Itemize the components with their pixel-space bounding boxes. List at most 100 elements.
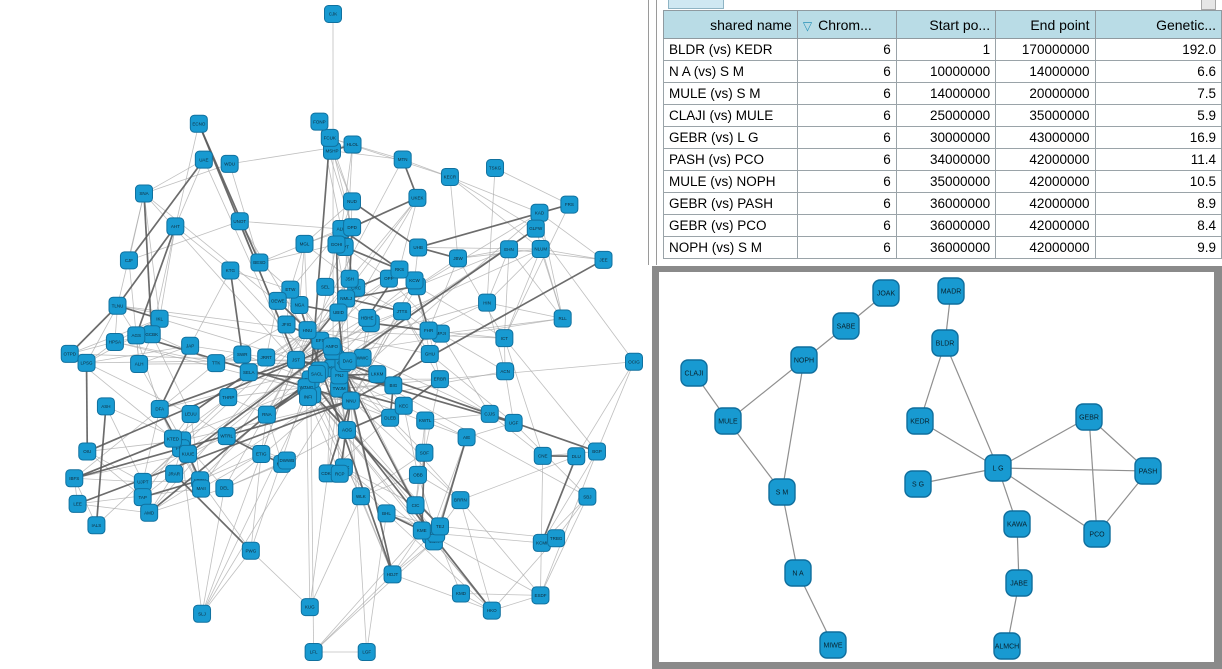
network-node[interactable]: SEL xyxy=(316,277,335,296)
overview-network-canvas[interactable]: EPTLEEGHUJEEJRRTIKLTWJMOPPOTPDSWRCDKRSLJ… xyxy=(0,0,648,669)
network-edge[interactable] xyxy=(331,302,488,347)
network-node-shape[interactable] xyxy=(257,348,276,367)
network-node[interactable]: CJJS xyxy=(480,404,499,423)
table-cell[interactable]: 10.5 xyxy=(1094,170,1222,193)
network-edge[interactable] xyxy=(174,123,200,227)
network-edge[interactable] xyxy=(239,221,340,389)
network-node-shape[interactable] xyxy=(553,309,572,328)
table-cell[interactable]: 6 xyxy=(796,192,897,215)
network-edge[interactable] xyxy=(74,477,143,483)
network-node[interactable]: KTG xyxy=(221,261,240,280)
network-node[interactable]: MTN xyxy=(393,150,412,169)
network-edge[interactable] xyxy=(306,387,311,608)
network-node-shape[interactable] xyxy=(416,411,435,430)
network-node-shape[interactable] xyxy=(134,184,153,203)
network-node[interactable]: KUG xyxy=(300,598,319,617)
network-node[interactable]: N A xyxy=(784,559,812,587)
table-cell[interactable]: 6 xyxy=(796,214,897,237)
network-node-shape[interactable] xyxy=(405,271,424,290)
network-edge[interactable] xyxy=(105,406,144,483)
network-node[interactable]: DAG xyxy=(338,352,357,371)
network-node[interactable]: CNE xyxy=(533,446,552,465)
network-node-shape[interactable] xyxy=(393,150,412,169)
network-node[interactable]: KEDR xyxy=(906,407,934,435)
network-node[interactable]: JFIG xyxy=(277,315,296,334)
table-cell[interactable]: 20000000 xyxy=(995,82,1096,105)
network-node[interactable]: HDJT xyxy=(383,565,402,584)
network-node[interactable]: ETW xyxy=(281,280,300,299)
table-tab-fragment[interactable] xyxy=(668,0,724,9)
table-cell[interactable]: 43000000 xyxy=(995,126,1096,149)
network-edge[interactable] xyxy=(1088,416,1098,535)
network-node-shape[interactable] xyxy=(181,336,200,355)
network-node[interactable]: DFA xyxy=(150,400,169,419)
table-cell[interactable]: 10000000 xyxy=(895,60,997,83)
network-node[interactable]: JST xyxy=(287,350,306,369)
network-node[interactable]: FCUK xyxy=(320,128,339,147)
network-edge[interactable] xyxy=(540,455,544,596)
network-node[interactable]: CJK xyxy=(324,5,342,23)
network-node-shape[interactable] xyxy=(281,280,300,299)
network-edge[interactable] xyxy=(540,451,598,596)
network-node[interactable]: KWTL xyxy=(416,411,435,430)
network-node-shape[interactable] xyxy=(217,427,236,446)
table-cell[interactable]: 6 xyxy=(796,170,897,193)
network-node-shape[interactable] xyxy=(496,362,515,381)
network-edge[interactable] xyxy=(351,197,418,228)
table-cell[interactable]: 35000000 xyxy=(995,104,1096,127)
network-node[interactable]: S G xyxy=(904,470,932,498)
network-node-shape[interactable] xyxy=(105,332,124,351)
network-edge[interactable] xyxy=(508,248,563,319)
network-node-shape[interactable] xyxy=(324,5,342,23)
network-node[interactable]: HNU xyxy=(298,321,317,340)
network-node-shape[interactable] xyxy=(784,559,812,587)
network-node[interactable]: FHR xyxy=(419,321,438,340)
network-node[interactable]: JOAK xyxy=(872,279,900,307)
network-node-shape[interactable] xyxy=(384,376,403,395)
network-node-shape[interactable] xyxy=(295,234,314,253)
network-node-shape[interactable] xyxy=(419,321,438,340)
network-node[interactable]: TRBG xyxy=(547,529,566,548)
network-overview-panel[interactable]: EPTLEEGHUJEEJRRTIKLTWJMOPPOTPDSWRCDKRSLJ… xyxy=(0,0,648,669)
network-node-shape[interactable] xyxy=(393,302,412,321)
network-node-shape[interactable] xyxy=(343,218,362,237)
network-node-shape[interactable] xyxy=(193,604,212,623)
table-cell[interactable]: 25000000 xyxy=(895,104,997,127)
network-node-shape[interactable] xyxy=(207,354,226,373)
network-node[interactable]: PASH xyxy=(1134,457,1162,485)
network-edge[interactable] xyxy=(428,258,459,331)
network-node-shape[interactable] xyxy=(680,359,708,387)
network-edge[interactable] xyxy=(230,270,291,290)
network-edge[interactable] xyxy=(128,193,145,261)
column-header-genetic[interactable]: Genetic... xyxy=(1094,10,1222,39)
table-cell[interactable]: 1 xyxy=(895,38,997,61)
network-edge[interactable] xyxy=(997,416,1090,469)
network-node[interactable]: IALS xyxy=(87,516,106,535)
network-node-shape[interactable] xyxy=(96,397,115,416)
network-node-shape[interactable] xyxy=(408,188,427,207)
network-edge[interactable] xyxy=(148,378,312,514)
network-node-shape[interactable] xyxy=(430,370,449,389)
network-node-shape[interactable] xyxy=(60,344,79,363)
table-cell[interactable]: 30000000 xyxy=(895,126,997,149)
network-node-shape[interactable] xyxy=(409,238,428,257)
network-edge[interactable] xyxy=(259,244,337,263)
network-edge[interactable] xyxy=(370,322,429,332)
network-edge[interactable] xyxy=(460,593,541,596)
network-node[interactable]: DLEB xyxy=(381,408,400,427)
table-cell[interactable]: 6 xyxy=(796,126,897,149)
network-edge[interactable] xyxy=(596,361,635,452)
network-node-shape[interactable] xyxy=(165,464,184,483)
table-cell[interactable]: 6 xyxy=(796,148,897,171)
network-node-shape[interactable] xyxy=(1005,569,1033,597)
network-edge[interactable] xyxy=(440,333,506,372)
network-edge[interactable] xyxy=(350,400,368,653)
network-edge[interactable] xyxy=(180,448,203,614)
network-edge[interactable] xyxy=(175,226,231,271)
network-node-shape[interactable] xyxy=(307,364,326,383)
network-edge[interactable] xyxy=(460,500,493,611)
network-node[interactable]: KEC xyxy=(394,396,413,415)
network-edge[interactable] xyxy=(215,324,287,364)
network-node[interactable]: ACN xyxy=(496,362,515,381)
network-edge[interactable] xyxy=(117,305,308,331)
